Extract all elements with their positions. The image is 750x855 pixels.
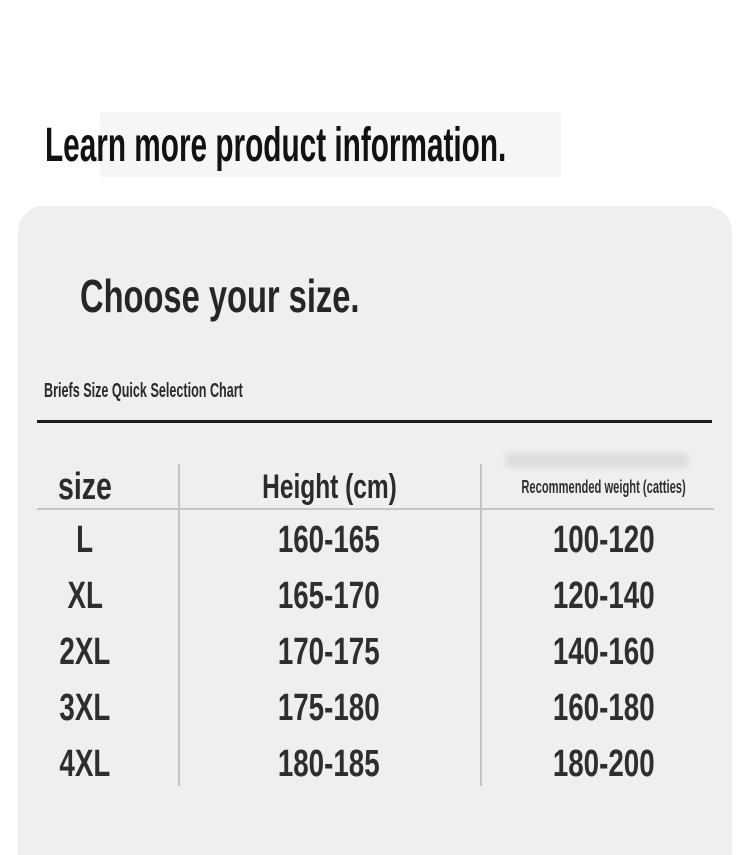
height-cell: 170-175 bbox=[278, 631, 380, 673]
table-header-underline bbox=[37, 508, 714, 510]
table-header-row: size Height (cm) Recommended weight (cat… bbox=[18, 466, 715, 508]
height-cell: 175-180 bbox=[278, 687, 380, 729]
weight-cell: 160-180 bbox=[552, 687, 655, 729]
size-table: size Height (cm) Recommended weight (cat… bbox=[18, 466, 715, 792]
card-title: Choose your size. bbox=[80, 270, 360, 322]
table-column-divider bbox=[178, 464, 180, 786]
size-cell: XL bbox=[67, 575, 103, 617]
table-row: XL 165-170 120-140 bbox=[18, 568, 715, 624]
size-cell: 2XL bbox=[59, 631, 111, 673]
table-row: 2XL 170-175 140-160 bbox=[18, 624, 715, 680]
table-row: 4XL 180-185 180-200 bbox=[18, 736, 715, 792]
height-cell: 180-185 bbox=[278, 743, 380, 785]
weight-cell: 100-120 bbox=[552, 519, 655, 561]
table-row: L 160-165 100-120 bbox=[18, 512, 715, 568]
height-cell: 160-165 bbox=[278, 519, 380, 561]
size-cell: 4XL bbox=[59, 743, 111, 785]
page-title: Learn more product information. bbox=[45, 119, 507, 172]
size-cell: L bbox=[76, 519, 94, 561]
weight-cell: 180-200 bbox=[552, 743, 655, 785]
size-chart-card: Choose your size. Briefs Size Quick Sele… bbox=[18, 206, 732, 855]
table-column-divider bbox=[480, 464, 482, 786]
print-smudge-artifact bbox=[506, 453, 688, 468]
weight-cell: 120-140 bbox=[552, 575, 655, 617]
size-cell: 3XL bbox=[59, 687, 111, 729]
table-header-weight: Recommended weight (catties) bbox=[521, 477, 686, 497]
subtitle-divider-line bbox=[37, 420, 712, 423]
heading-ghost-artifact bbox=[100, 112, 561, 177]
table-body: L 160-165 100-120 XL 165-170 120-140 2XL… bbox=[18, 508, 715, 792]
card-subtitle: Briefs Size Quick Selection Chart bbox=[44, 380, 243, 402]
height-cell: 165-170 bbox=[278, 575, 380, 617]
table-header-height: Height (cm) bbox=[261, 468, 397, 506]
table-row: 3XL 175-180 160-180 bbox=[18, 680, 715, 736]
table-header-size: size bbox=[58, 466, 112, 508]
weight-cell: 140-160 bbox=[552, 631, 655, 673]
